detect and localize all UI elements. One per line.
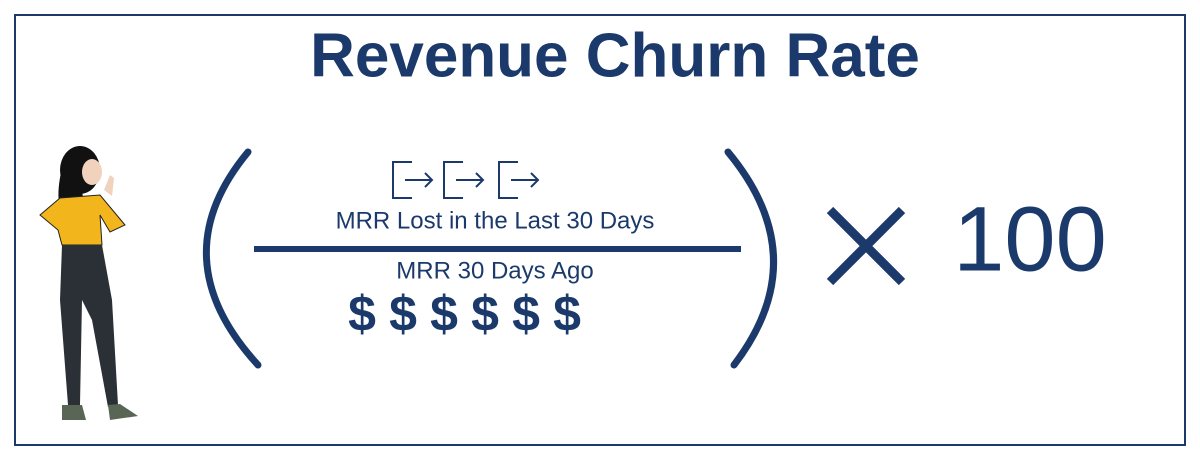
title: Revenue Churn Rate bbox=[310, 21, 920, 90]
dollar-sign: $ bbox=[348, 286, 376, 342]
right-paren bbox=[724, 148, 777, 369]
denominator: MRR 30 Days Ago bbox=[396, 257, 593, 284]
woman-figure bbox=[39, 146, 138, 420]
dollar-sign: $ bbox=[512, 286, 540, 342]
exit-icons bbox=[392, 161, 540, 199]
times-sign bbox=[826, 206, 906, 286]
dollar-sign: $ bbox=[471, 286, 499, 342]
left-paren bbox=[202, 148, 262, 369]
dollar-sign: $ bbox=[553, 286, 581, 342]
multiplier: 100 bbox=[953, 188, 1107, 290]
numerator: MRR Lost in the Last 30 Days bbox=[336, 207, 655, 234]
dollar-sign: $ bbox=[389, 286, 417, 342]
currency-row: $ $ $ $ $ $ bbox=[348, 286, 581, 342]
dollar-sign: $ bbox=[430, 286, 458, 342]
